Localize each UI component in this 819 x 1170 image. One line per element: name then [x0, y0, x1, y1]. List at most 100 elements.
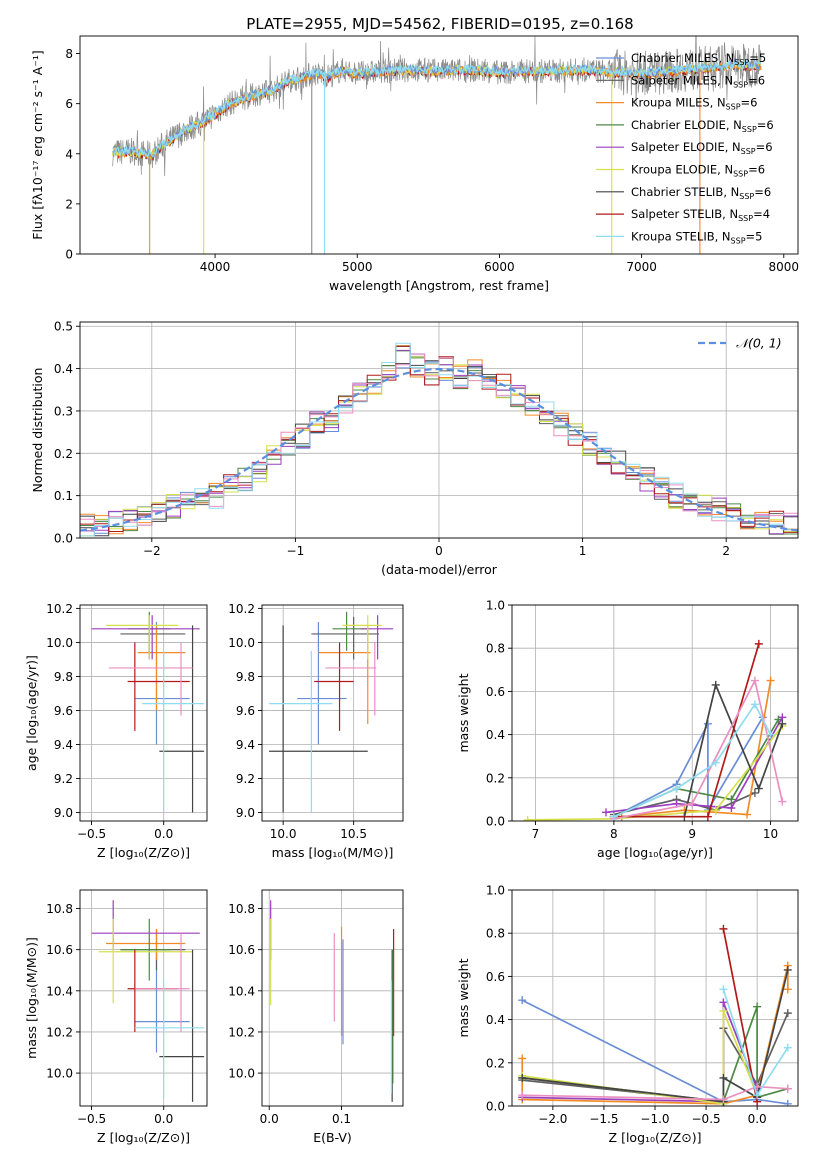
weight-marker [783, 1099, 792, 1106]
weight-marker [518, 1054, 527, 1063]
z-weight-xtick-label: −2.0 [538, 1112, 567, 1126]
residuals-xlabel: (data-model)/error [381, 562, 498, 577]
spectrum-ytick-label: 6 [65, 97, 73, 111]
z-age-frame [79, 604, 208, 822]
age-weight-xtick-label: 9 [688, 827, 696, 841]
weight-line [605, 716, 784, 814]
age-weight-xtick-label: 10 [763, 827, 778, 841]
z-mass-ytick-label: 10.8 [46, 902, 73, 916]
mass-age-axes: 10.0 10.5 9.0 9.2 9.4 9.6 9.8 10.0 10.2 mass [log… [228, 602, 404, 860]
legend-entry: Chabrier ELODIE, NSSP=6 [631, 118, 774, 134]
z-mass-xlabel: Z [log₁₀(Z/Z⊙)] [97, 1130, 190, 1145]
spectrum-title: PLATE=2955, MJD=54562, FIBERID=0195, z=0… [246, 15, 633, 33]
weight-line [613, 678, 784, 820]
mass-age-ytick-label: 9.0 [236, 806, 255, 820]
age-weight-plot-area [523, 639, 787, 821]
weight-marker [750, 676, 759, 685]
ebv-mass-xtick-label: 0.1 [332, 1112, 351, 1126]
weight-marker [754, 784, 763, 793]
z-weight-ytick-label: 0.4 [486, 1013, 505, 1027]
weight-marker [518, 1091, 527, 1100]
mass-age-ytick-label: 9.8 [236, 670, 255, 684]
spectrum-xtick-label: 7000 [626, 260, 657, 274]
legend-entry-sub: SSP [726, 103, 741, 112]
spectrum-model-line [112, 59, 762, 161]
spectrum-ylabel: Flux [fλ10⁻¹⁷ erg cm⁻² s⁻¹ A⁻¹] [30, 50, 45, 239]
z-age-xtick-label: −0.5 [77, 827, 106, 841]
z-age-ytick-label: 10.2 [46, 602, 73, 616]
legend-entry-suffix: =6 [748, 163, 765, 177]
z-mass-plot-area [91, 900, 205, 1102]
spectrum-axes: 4000 5000 6000 7000 8000 0 2 4 6 8 wavelength [Ang… [30, 35, 800, 293]
residuals-ytick-label: 0.3 [54, 404, 73, 418]
weight-marker [518, 1073, 527, 1082]
residuals-ytick-label: 0.0 [54, 532, 73, 546]
normal-legend-label: 𝒩(0, 1) [736, 336, 782, 351]
ebv-mass-ytick-label: 10.2 [228, 1025, 255, 1039]
z-age-plot-area [91, 611, 205, 813]
age-weight-ylabel: mass weight [456, 673, 471, 752]
weight-line [522, 1085, 788, 1101]
z-age-axes: −0.5 0.0 9.0 9.2 9.4 9.6 9.8 10.0 10.2 Z [log₁₀(Z… [24, 602, 208, 860]
legend-entry: Salpeter STELIB, NSSP=4 [631, 207, 770, 223]
residuals-frame [79, 321, 799, 539]
weight-marker [766, 676, 775, 685]
mass-age-ytick-label: 10.2 [228, 602, 255, 616]
spectrum-ytick-label: 0 [65, 248, 73, 262]
legend-entry-suffix: =6 [748, 73, 765, 87]
weight-marker [783, 1084, 792, 1093]
legend-entry-suffix: =6 [754, 185, 771, 199]
weight-marker [743, 810, 752, 819]
residuals-xtick-label: 0 [435, 544, 443, 558]
z-weight-xtick-label: −1.0 [640, 1112, 669, 1126]
weight-marker [719, 1006, 728, 1015]
legend-entry: Kroupa MILES, NSSP=6 [631, 96, 757, 112]
weight-marker [703, 812, 712, 821]
legend-entry-sub: SSP [734, 58, 749, 67]
weight-marker [711, 680, 720, 689]
weight-marker [518, 996, 527, 1005]
z-weight-ytick-label: 0.2 [486, 1056, 505, 1070]
legend-entry-sub: SSP [741, 147, 756, 156]
legend-entry: Kroupa STELIB, NSSP=5 [631, 229, 762, 245]
z-weight-axes: −2.0 −1.5 −1.0 −0.5 0.0 0.0 0.2 0.4 0.6 0.8 1.0 Z [… [456, 884, 799, 1145]
legend-entry-sub: SSP [733, 80, 748, 89]
z-mass-frame [79, 889, 208, 1107]
weight-marker [719, 998, 728, 1007]
weight-marker [672, 784, 681, 793]
ebv-mass-axes: 0.0 0.1 10.0 10.2 10.4 10.6 10.8 E(B-V) [228, 889, 404, 1145]
age-weight-axes: 7 8 9 10 0.0 0.2 0.4 0.6 0.8 1.0 age [log₁₀(age/yr… [456, 599, 799, 860]
z-weight-ytick-label: 0.0 [486, 1100, 505, 1114]
weight-marker [688, 799, 697, 808]
spectrum-ytick-label: 2 [65, 197, 73, 211]
residuals-axes: −2 −1 0 1 2 0.0 0.1 0.2 0.3 0.4 0.5 (data-model)/er… [30, 320, 799, 577]
residuals-xtick-label: −1 [287, 544, 305, 558]
residuals-plot-area [80, 342, 798, 538]
z-weight-ylabel: mass weight [456, 958, 471, 1037]
z-weight-xtick-label: −0.5 [692, 1112, 721, 1126]
z-mass-ytick-label: 10.2 [46, 1025, 73, 1039]
legend-entry-sub: SSP [733, 170, 748, 179]
z-age-xlabel: Z [log₁₀(Z/Z⊙)] [97, 845, 190, 860]
spectrum-xtick-label: 5000 [342, 260, 373, 274]
mass-age-ytick-label: 9.4 [236, 738, 255, 752]
age-weight-frame [511, 604, 799, 822]
weight-line [522, 1010, 758, 1105]
mass-age-xlabel: mass [log₁₀(M/M⊙)] [272, 845, 394, 860]
age-weight-ytick-label: 0.8 [486, 642, 505, 656]
weight-marker [778, 719, 787, 728]
legend-entry-suffix: =5 [746, 229, 763, 243]
z-weight-xtick-label: −1.5 [589, 1112, 618, 1126]
weight-marker [719, 924, 728, 933]
weight-marker [711, 806, 720, 815]
ebv-mass-ytick-label: 10.0 [228, 1067, 255, 1081]
weight-marker [753, 1002, 762, 1011]
z-age-ylabel: age [log₁₀(age/yr)] [24, 655, 39, 771]
residuals-ylabel: Normed distribution [30, 368, 45, 493]
spectrum-xtick-label: 4000 [200, 260, 231, 274]
age-weight-ytick-label: 0.6 [486, 685, 505, 699]
weight-marker [523, 815, 532, 821]
spectrum-xtick-label: 8000 [769, 260, 800, 274]
legend-entry-suffix: =6 [757, 118, 774, 132]
